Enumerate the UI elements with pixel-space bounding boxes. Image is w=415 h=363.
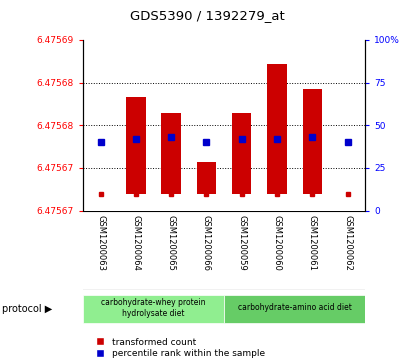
- Text: carbohydrate-whey protein
hydrolysate diet: carbohydrate-whey protein hydrolysate di…: [101, 298, 206, 318]
- Text: GSM1200060: GSM1200060: [273, 215, 281, 270]
- Text: GDS5390 / 1392279_at: GDS5390 / 1392279_at: [130, 9, 285, 22]
- Bar: [303, 89, 322, 194]
- Legend: transformed count, percentile rank within the sample: transformed count, percentile rank withi…: [96, 338, 265, 359]
- Text: GSM1200066: GSM1200066: [202, 215, 211, 270]
- Bar: [126, 97, 146, 194]
- Bar: [83, 294, 224, 323]
- Text: GSM1200065: GSM1200065: [167, 215, 176, 270]
- Bar: [197, 162, 216, 194]
- Text: protocol ▶: protocol ▶: [2, 303, 52, 314]
- Text: GSM1200063: GSM1200063: [96, 215, 105, 270]
- Text: GSM1200059: GSM1200059: [237, 215, 246, 270]
- Text: GSM1200062: GSM1200062: [343, 215, 352, 270]
- Text: carbohydrate-amino acid diet: carbohydrate-amino acid diet: [238, 303, 352, 313]
- Text: GSM1200061: GSM1200061: [308, 215, 317, 270]
- Text: GSM1200064: GSM1200064: [132, 215, 140, 270]
- Bar: [232, 113, 251, 194]
- Bar: [161, 113, 181, 194]
- Bar: [267, 64, 287, 194]
- Bar: [224, 294, 365, 323]
